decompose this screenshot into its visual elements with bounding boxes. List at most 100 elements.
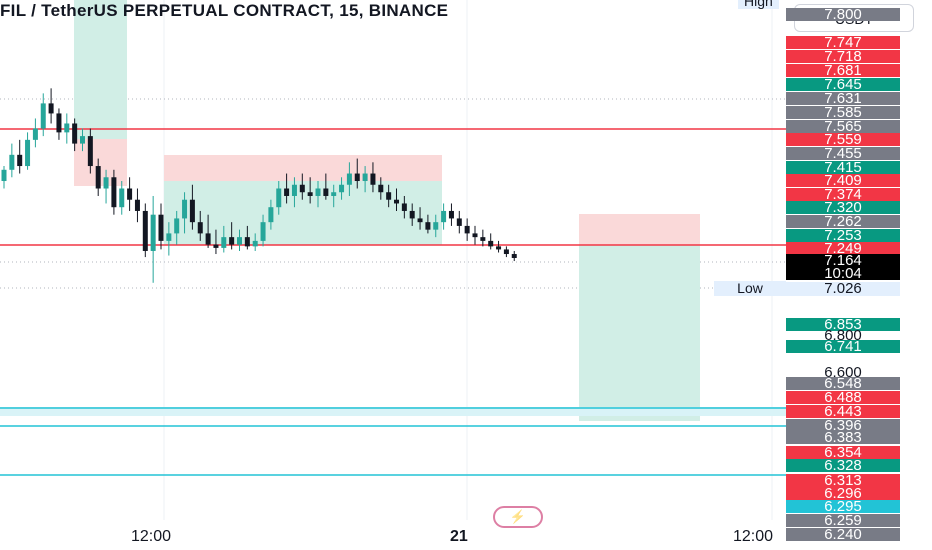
price-scale-label: 7.409 <box>786 174 900 187</box>
candle-body <box>229 237 235 245</box>
price-scale-label: 7.253 <box>786 229 900 242</box>
time-label: 12:00 <box>131 528 172 545</box>
candle-body <box>134 199 140 211</box>
price-scale-label: 7.631 <box>786 92 900 105</box>
candle-body <box>464 225 470 234</box>
candle-body <box>456 218 462 226</box>
candle-body <box>488 240 494 247</box>
candle-body <box>127 188 133 200</box>
candle-body <box>276 188 282 208</box>
high-label: High <box>738 0 779 9</box>
candle-body <box>433 222 439 230</box>
candle-body <box>472 233 478 238</box>
price-scale-label: 7.585 <box>786 106 900 119</box>
price-scale-label: 6.313 <box>786 474 900 487</box>
candle-body <box>72 123 78 144</box>
candle-body <box>182 199 188 219</box>
candle-body <box>119 188 125 208</box>
price-scale-label: 6.240 <box>786 528 900 541</box>
candle-body <box>237 237 242 245</box>
price-scale-label: 6.383 <box>786 431 900 444</box>
price-scale-label: 7.262 <box>786 215 900 228</box>
low-price-box: 7.026 <box>786 281 900 296</box>
candle-body <box>339 184 345 193</box>
candle-body <box>323 188 329 196</box>
price-scale-label: 6.800 <box>824 329 862 342</box>
candle-body <box>205 233 211 245</box>
price-scale-label: 6.548 <box>786 377 900 390</box>
candle-body <box>268 207 274 223</box>
price-scale-label: 7.320 <box>786 201 900 214</box>
candle-body <box>158 214 164 241</box>
time-label: 21 <box>450 528 468 545</box>
candle-body <box>441 210 447 223</box>
candle-body <box>362 173 368 182</box>
candle-body <box>315 188 321 196</box>
price-scale-label: 6.600 <box>824 366 862 379</box>
price-scale-label: 6.328 <box>786 459 900 472</box>
support-band <box>0 407 786 416</box>
price-scale-label: 6.853 <box>786 318 900 331</box>
price-scale-label: 7.455 <box>786 147 900 160</box>
price-scale[interactable]: 7.800 7.747 7.718 7.681 7.645 7.631 7.585 7.565… <box>786 0 906 550</box>
current-price: 7.164 <box>824 252 862 269</box>
candle-body <box>370 173 376 185</box>
candle-body <box>221 237 227 248</box>
candle-body <box>299 184 305 193</box>
candle-body <box>95 166 101 189</box>
price-scale-label: 7.747 <box>786 36 900 49</box>
candle-body <box>56 113 62 133</box>
price-scale-label: 6.295 <box>786 500 900 513</box>
candle-body <box>401 203 407 211</box>
price-scale-label: 7.681 <box>786 64 900 77</box>
price-scale-label: 7.645 <box>786 78 900 91</box>
candle-body <box>354 173 360 182</box>
time-label: 12:00 <box>733 528 774 545</box>
candle-body <box>409 210 415 219</box>
candle-body <box>111 177 117 208</box>
price-chart[interactable] <box>0 0 786 550</box>
stop-zone <box>579 214 700 245</box>
candle-body <box>307 192 313 196</box>
candle-body <box>331 192 337 196</box>
candle-body <box>80 136 85 144</box>
price-scale-label: 6.488 <box>786 391 900 404</box>
price-scale-label: 6.259 <box>786 514 900 527</box>
candle-body <box>166 233 172 241</box>
candle-body <box>174 218 180 234</box>
candle-body <box>9 154 15 170</box>
candle-body <box>260 222 266 241</box>
candle-body <box>197 222 203 234</box>
candle-body <box>32 128 38 140</box>
price-scale-label: 7.374 <box>786 188 900 201</box>
price-scale-label: 7.800 <box>786 8 900 21</box>
candle-body <box>496 246 502 250</box>
tradingview-logo-icon[interactable]: ⚡ <box>493 506 543 528</box>
candle-body <box>244 237 250 247</box>
candle-body <box>346 173 352 185</box>
candle-body <box>17 154 23 167</box>
low-label: Low <box>714 281 786 296</box>
price-scale-label: 6.396 <box>786 419 900 432</box>
price-scale-label: 7.415 <box>786 161 900 174</box>
candle-body <box>503 249 509 255</box>
price-scale-label: 6.354 <box>786 446 900 459</box>
candle-body <box>386 192 392 200</box>
candle-body <box>417 218 423 223</box>
candle-body <box>142 210 148 251</box>
candle-body <box>284 188 290 196</box>
price-scale-label: 7.718 <box>786 50 900 63</box>
stop-zone <box>164 155 442 181</box>
price-scale-label: 6.443 <box>786 405 900 418</box>
target-zone <box>579 245 700 421</box>
candle-body <box>48 103 54 114</box>
bar-countdown: 10:04 <box>824 265 862 282</box>
candle-body <box>1 169 7 182</box>
chart-title: FIL / TetherUS PERPETUAL CONTRACT, 15, B… <box>0 1 449 20</box>
candle-body <box>189 199 195 223</box>
candle-body <box>291 184 297 196</box>
candle-body <box>150 214 156 251</box>
candle-body <box>64 123 70 133</box>
price-scale-label: 7.249 <box>786 242 900 255</box>
target-zone <box>74 0 127 139</box>
